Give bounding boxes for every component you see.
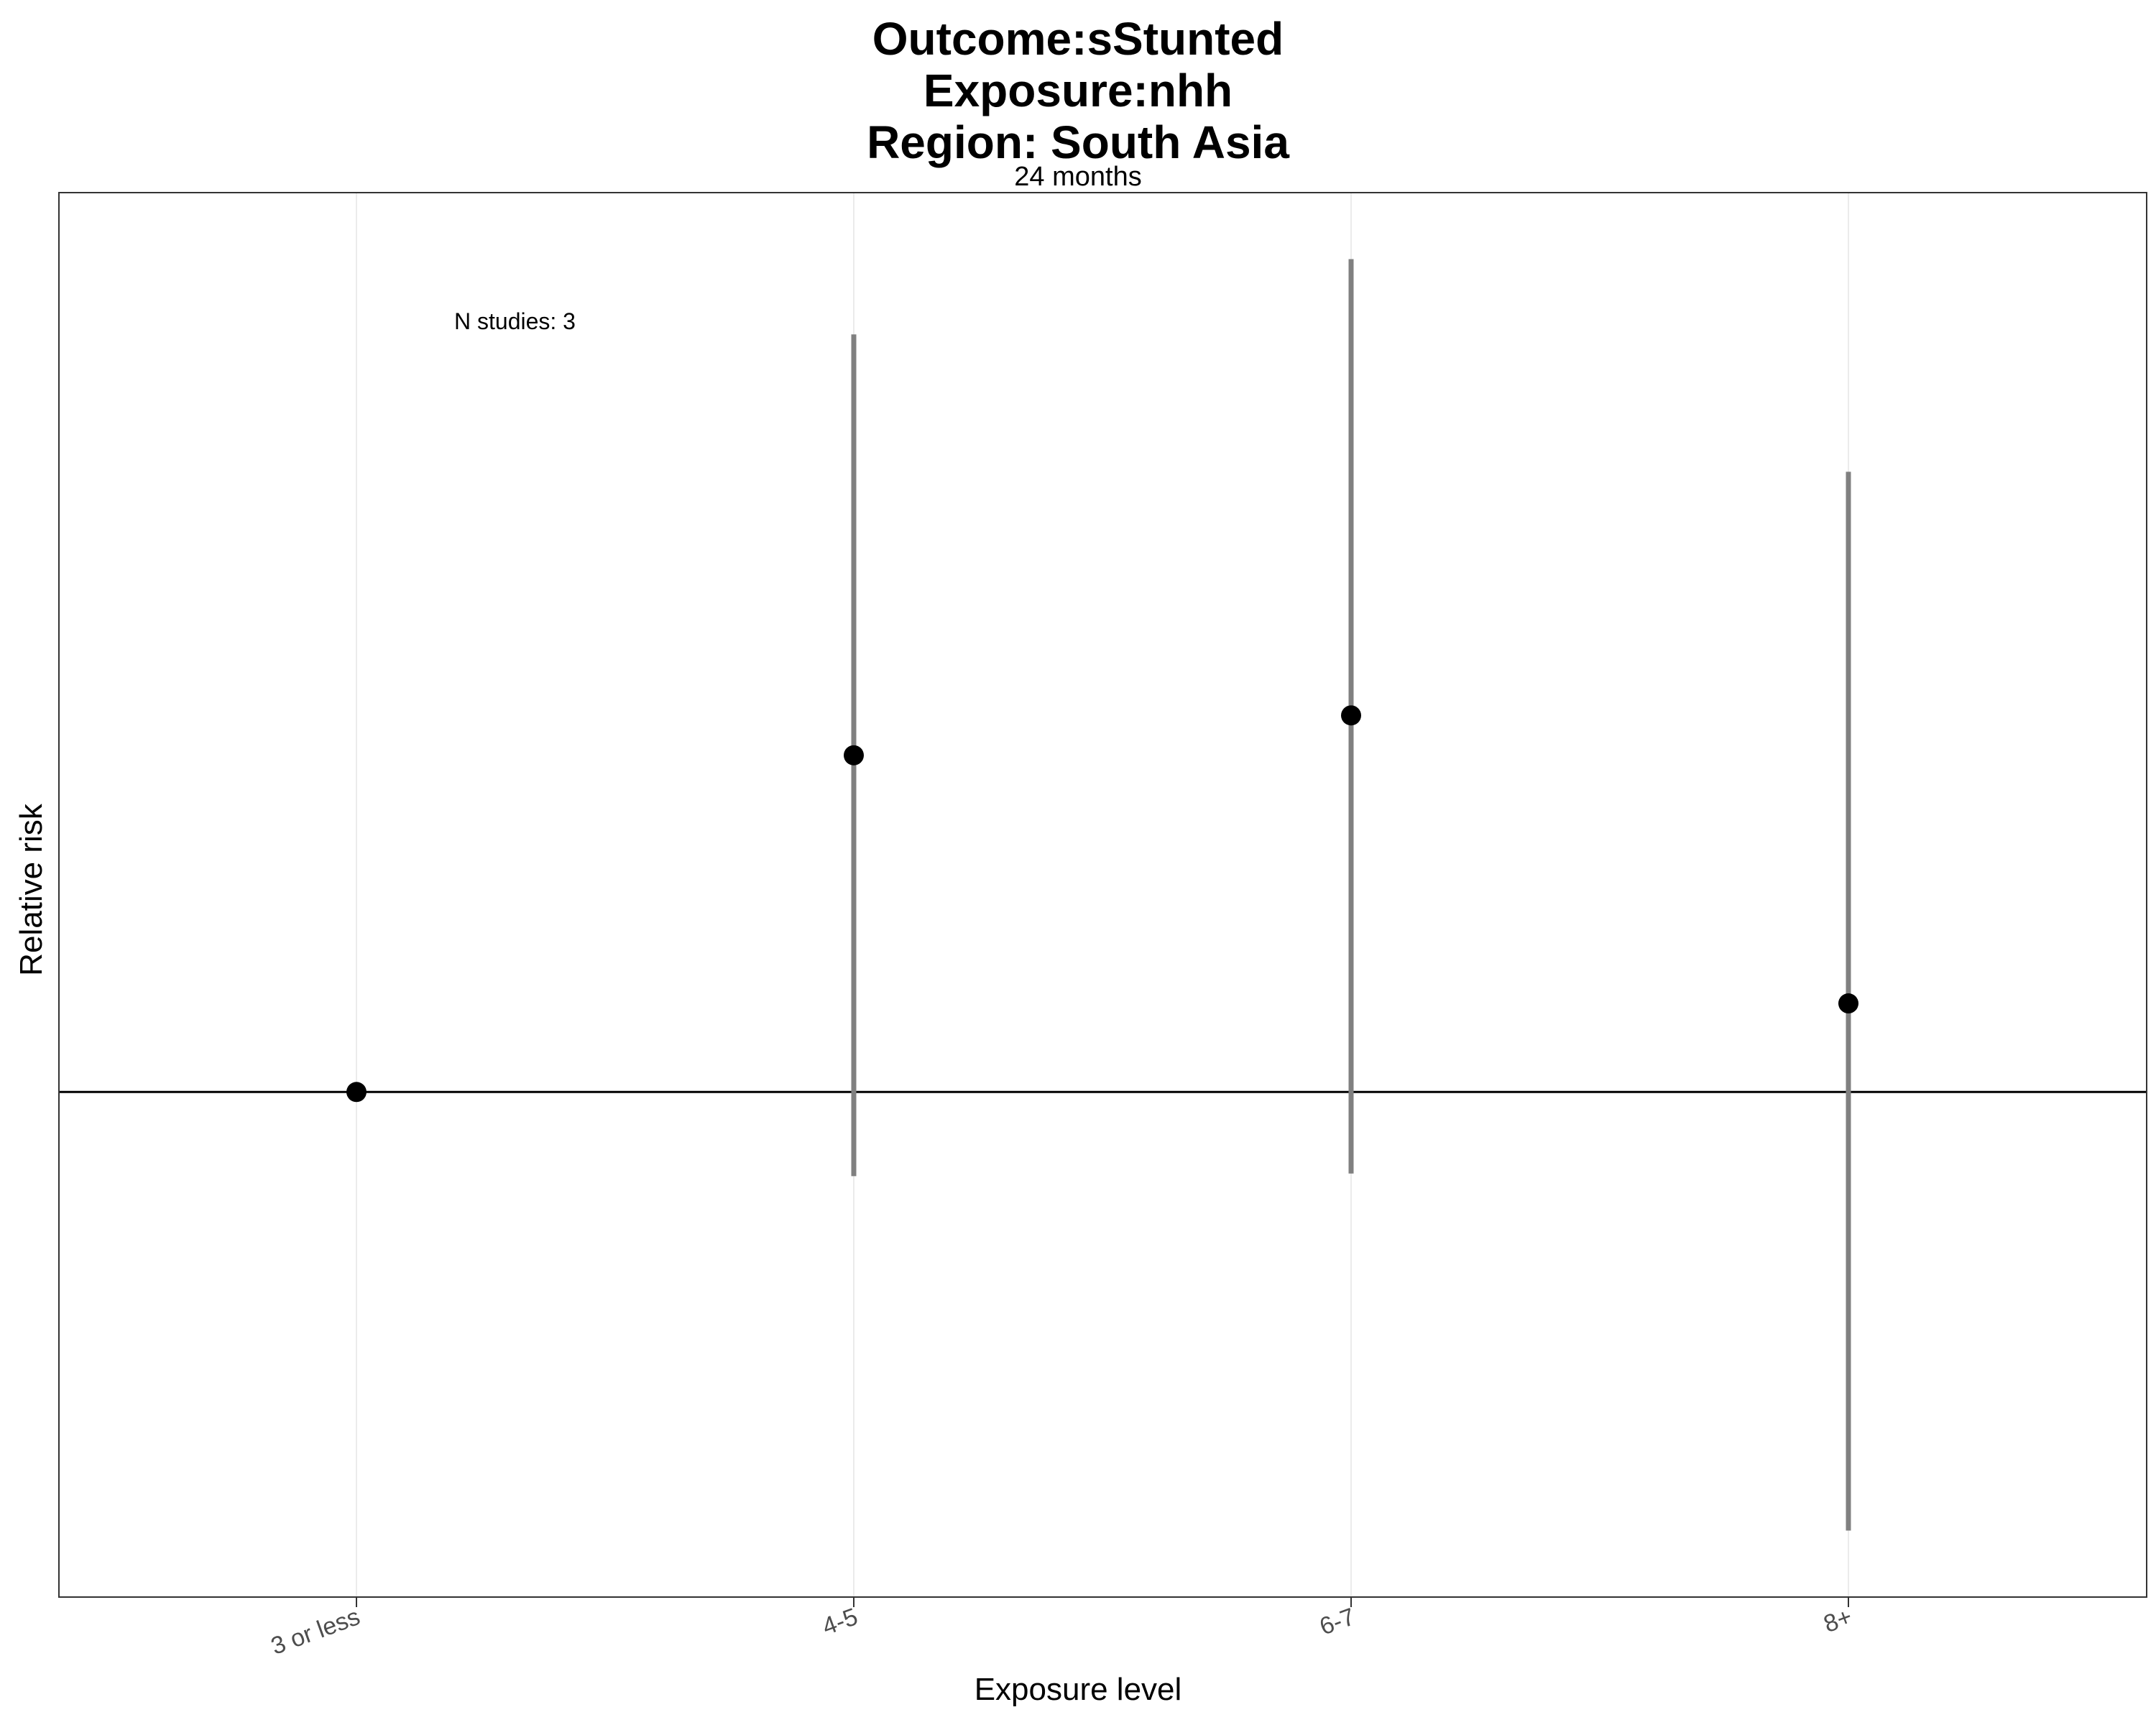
- chart-title-line-3: Region: South Asia: [867, 116, 1289, 168]
- point-6-7: [1341, 705, 1361, 726]
- point-8+: [1838, 993, 1858, 1014]
- point-4-5: [844, 745, 864, 765]
- chart-title-line-1: Outcome:sStunted: [872, 13, 1284, 65]
- studies-annotation: N studies: 3: [454, 308, 576, 334]
- y-axis-label: Relative risk: [14, 804, 49, 976]
- x-axis-label: Exposure level: [974, 1672, 1182, 1707]
- chart-title-line-2: Exposure:nhh: [923, 65, 1233, 116]
- point-3 or less: [346, 1082, 367, 1103]
- chart-subtitle: 24 months: [1014, 162, 1142, 192]
- panel-border: [58, 192, 2147, 1598]
